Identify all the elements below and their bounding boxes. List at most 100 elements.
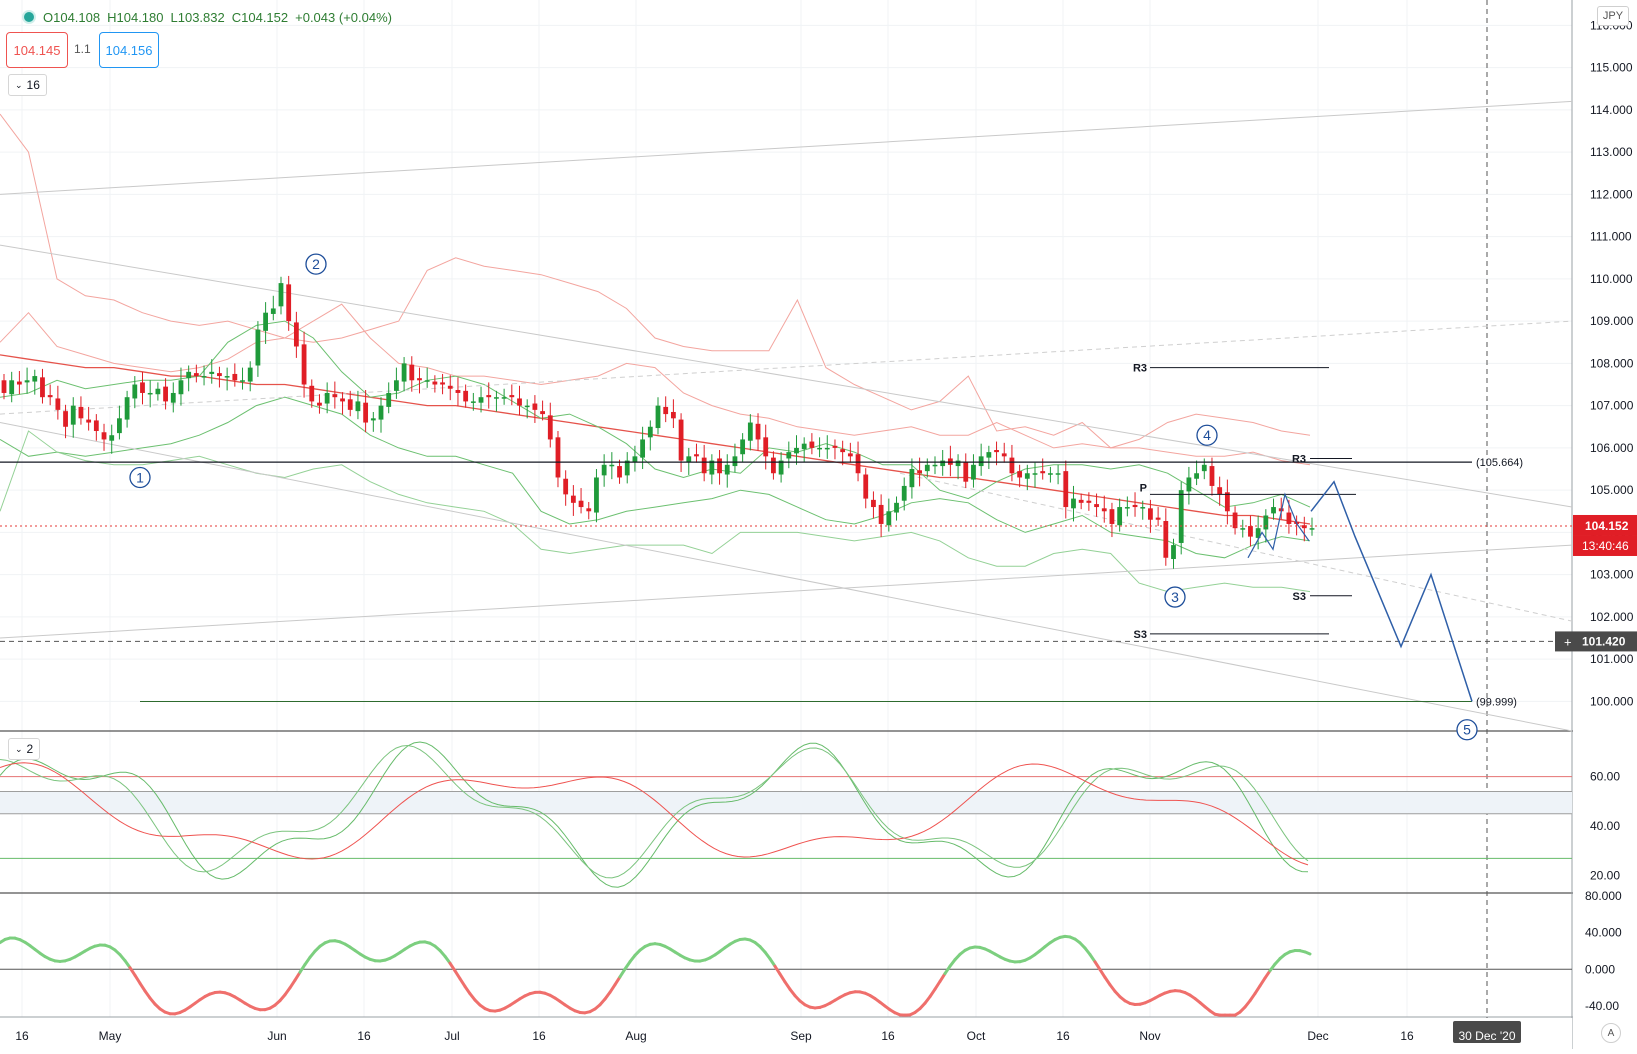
candle-body [232,374,237,380]
candle-body [155,389,160,394]
osc-tick-label: 20.00 [1590,869,1620,883]
candle-body [1310,528,1315,530]
band-outer-upper [0,114,1310,448]
osc-band [0,791,1572,813]
candle-body [371,418,376,420]
ohlc-close: C104.152 [232,10,288,25]
candle-body [509,395,514,397]
candle-body [532,404,537,410]
wave-label: 2 [312,256,320,272]
candle-body [1048,473,1053,475]
candle-body [471,401,476,403]
candle-body [1217,487,1222,494]
candle-body [217,373,222,376]
candle-body [671,412,676,418]
candle-body [940,461,945,466]
candle-body [609,465,614,467]
level-label: R3 [1292,453,1306,465]
trend-lines [0,101,1572,731]
candle-body [656,406,661,428]
candle-body [402,363,407,381]
momentum-tick-label: 80.000 [1585,889,1622,903]
osc-tick-label: 40.00 [1590,819,1620,833]
candle-body [640,439,645,457]
auto-scale-button[interactable]: A [1601,1023,1621,1043]
candle-body [356,401,361,411]
candle-body [1125,507,1130,509]
candle-body [840,449,845,452]
candle-body [1063,471,1068,507]
candle-body [1110,509,1115,524]
candle-body [340,398,345,401]
candle-body [579,501,584,507]
candle-body [1002,453,1007,456]
candle-body [179,380,184,394]
price-tick-label: 105.000 [1590,483,1634,497]
sell-button[interactable]: 104.145 [6,32,68,68]
candle-body [2,380,7,393]
candle-body [817,448,822,450]
candle-body [1194,473,1199,478]
oscillator-collapse-button[interactable]: ⌄ 2 [8,738,40,760]
candle-body [94,420,99,431]
buy-button[interactable]: 104.156 [99,32,159,68]
candle-body [794,448,799,453]
time-tick-label: 16 [532,1029,546,1043]
wave-label: 3 [1171,589,1179,605]
candle-body [594,477,599,512]
candle-body [786,452,791,458]
candle-body [263,313,268,331]
candle-body [386,393,391,407]
candle-body [617,466,622,477]
candle-body [586,508,591,511]
candle-body [933,465,938,467]
price-tick-label: 109.000 [1590,314,1634,328]
candle-body [994,450,999,452]
candle-body [202,376,207,378]
main-collapse-button[interactable]: ⌄ 16 [8,74,47,96]
candle-body [1148,508,1153,519]
projection-zigzag [1248,494,1309,557]
price-tick-label: 106.000 [1590,441,1634,455]
candle-body [648,427,653,438]
price-tick-label: 100.000 [1590,694,1634,708]
candle-body [517,398,522,405]
candle-body [63,411,68,427]
cursor-date-label: 30 Dec '20 [1459,1029,1516,1043]
candle-body [809,442,814,448]
candle-body [1186,477,1191,491]
candle-body [1133,505,1138,507]
candle-body [1263,516,1268,530]
main-collapse-label: 16 [27,78,40,92]
candle-body [417,378,422,380]
candle-body [986,452,991,457]
candle-body [286,284,291,321]
candle-body [163,387,168,402]
candle-body [633,456,638,461]
time-tick-label: Dec [1307,1029,1328,1043]
candle-body [1033,473,1038,475]
candle-body [425,380,430,382]
price-tick-label: 103.000 [1590,568,1634,582]
chevron-down-icon: ⌄ [15,744,23,755]
candle-body [910,469,915,487]
candle-body [17,382,22,385]
ohlc-change: +0.043 (+0.04%) [295,10,392,25]
crosshair-price-label: 101.420 [1582,634,1626,648]
countdown-label: 13:40:46 [1582,539,1629,553]
candle-body [171,393,176,403]
candle-body [479,397,484,402]
momentum-tick-label: 40.000 [1585,926,1622,940]
level-label: P [1140,482,1147,494]
candle-body [886,511,891,525]
candle-body [763,437,768,456]
candle-body [456,390,461,393]
currency-badge[interactable]: JPY [1597,6,1629,26]
candle-body [71,406,76,425]
candle-body [771,458,776,474]
candle-body [225,376,230,378]
candle-body [240,380,245,382]
momentum-pane [0,936,1572,1015]
